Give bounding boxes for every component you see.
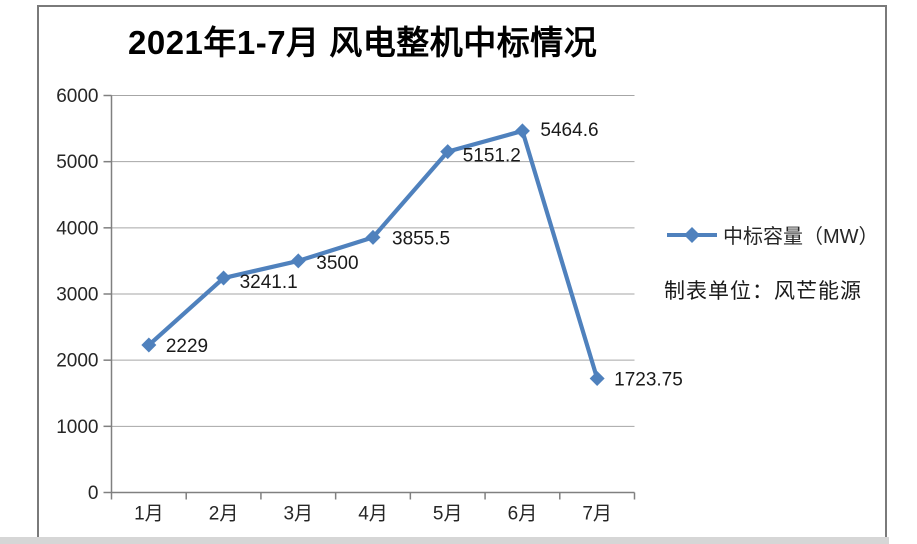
- chart-title: 2021年1-7月 风电整机中标情况: [128, 24, 598, 61]
- data-point-label: 3500: [316, 253, 358, 274]
- source-note: 制表单位：风芒能源: [664, 280, 862, 303]
- legend: 中标容量（MW）: [666, 220, 879, 249]
- y-axis-tick-label: 3000: [56, 285, 98, 306]
- x-axis-category-label: 7月: [582, 504, 612, 525]
- data-point-marker: [141, 337, 157, 353]
- data-point-label: 5464.6: [540, 120, 598, 141]
- y-axis-tick-label: 6000: [56, 86, 98, 107]
- data-point-label: 2229: [166, 336, 208, 357]
- x-axis-category-label: 6月: [508, 504, 538, 525]
- data-line: [146, 128, 600, 381]
- data-point-label: 5151.2: [463, 146, 521, 167]
- legend-series-label: 中标容量（MW）: [723, 226, 879, 248]
- data-point-label: 3855.5: [392, 228, 450, 249]
- bottom-divider-strip: [0, 537, 889, 544]
- chart-frame: [37, 5, 887, 544]
- data-point-marker: [440, 144, 456, 160]
- data-point-label: 3241.1: [240, 272, 298, 293]
- data-point-marker: [216, 270, 232, 286]
- legend-line-marker-icon: [667, 226, 717, 243]
- x-axis-category-label: 4月: [358, 504, 388, 525]
- x-axis-category-label: 5月: [433, 504, 463, 525]
- y-axis-tick-label: 1000: [56, 417, 98, 438]
- x-axis-category-label: 1月: [134, 504, 164, 525]
- data-point-label: 1723.75: [614, 369, 683, 390]
- y-axis-tick-label: 4000: [56, 218, 98, 239]
- y-axis-tick-label: 2000: [56, 351, 98, 372]
- y-axis-tick-label: 5000: [56, 152, 98, 173]
- data-point-marker: [365, 229, 381, 245]
- data-point-marker: [514, 123, 530, 139]
- x-axis-category-label: 2月: [209, 504, 239, 525]
- x-axis-category-label: 3月: [283, 504, 313, 525]
- data-point-marker: [589, 370, 605, 386]
- y-axis-tick-label: 0: [88, 483, 99, 504]
- data-point-marker: [290, 253, 306, 269]
